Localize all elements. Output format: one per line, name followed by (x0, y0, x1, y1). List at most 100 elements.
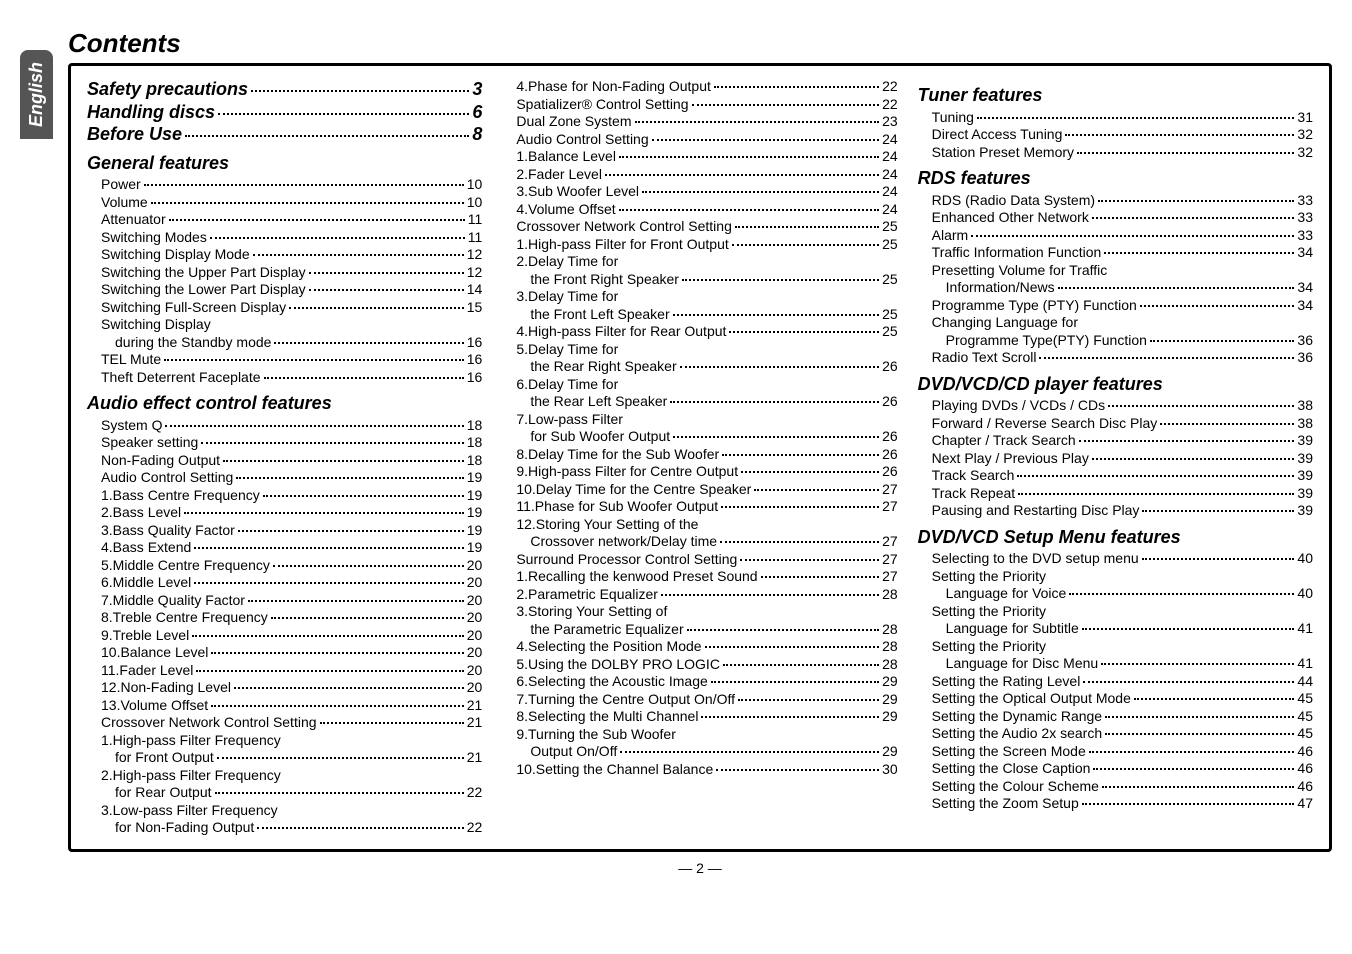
toc-entry-label: Crossover network/Delay time (530, 533, 717, 551)
toc-entry-page: 23 (882, 113, 898, 131)
toc-entry-label: 5.Using the DOLBY PRO LOGIC (516, 656, 720, 674)
toc-entry: Audio Control Setting24 (502, 131, 897, 149)
section-heading-page: 8 (472, 123, 482, 146)
toc-entry-label: Radio Text Scroll (932, 349, 1037, 367)
leader-dots (701, 716, 879, 718)
toc-entry: Crossover Network Control Setting21 (87, 714, 482, 732)
toc-entry: for Rear Output 22 (87, 784, 482, 802)
toc-entry-page: 38 (1297, 397, 1313, 415)
leader-dots (1140, 305, 1295, 307)
toc-entry-label: Crossover Network Control Setting (516, 218, 732, 236)
leader-dots (729, 331, 879, 333)
toc-entry-label: for Rear Output (115, 784, 212, 802)
leader-dots (164, 359, 464, 361)
toc-entry-page: 29 (882, 708, 898, 726)
toc-entry-page: 27 (882, 551, 898, 569)
toc-entry: Setting the Dynamic Range45 (918, 708, 1313, 726)
leader-dots (320, 722, 464, 724)
toc-entry: 11.Phase for Sub Woofer Output27 (502, 498, 897, 516)
leader-dots (273, 565, 464, 567)
section-heading-label: Safety precautions (87, 78, 248, 101)
toc-entry-page: 12 (467, 246, 483, 264)
toc-entry-label: the Front Left Speaker (530, 306, 669, 324)
toc-entry: 13.Volume Offset21 (87, 697, 482, 715)
toc-entry: Forward / Reverse Search Disc Play38 (918, 415, 1313, 433)
toc-entry-label: the Rear Right Speaker (530, 358, 676, 376)
leader-dots (761, 576, 879, 578)
leader-dots (169, 219, 465, 221)
toc-entry: 1.Recalling the kenwood Preset Sound27 (502, 568, 897, 586)
toc-entry: 4.Selecting the Position Mode28 (502, 638, 897, 656)
leader-dots (1104, 252, 1294, 254)
toc-entry-page: 24 (882, 201, 898, 219)
leader-dots (192, 635, 464, 637)
toc-entry-label: 12.Non-Fading Level (101, 679, 231, 697)
toc-entry-page: 19 (467, 487, 483, 505)
toc-entry: the Front Right Speaker25 (502, 271, 897, 289)
toc-entry-page: 20 (467, 609, 483, 627)
toc-entry-label: for Non-Fading Output (115, 819, 254, 837)
toc-entry: 5.Middle Centre Frequency20 (87, 557, 482, 575)
toc-entry-label: Alarm (932, 227, 969, 245)
leader-dots (257, 827, 463, 829)
toc-entry-label: Track Repeat (932, 485, 1016, 503)
toc-entry-label: Attenuator (101, 211, 166, 229)
leader-dots (661, 594, 879, 596)
toc-entry-page: 31 (1297, 109, 1313, 127)
leader-dots (1108, 405, 1294, 407)
toc-entry-page: 36 (1297, 332, 1313, 350)
toc-entry-page: 18 (467, 434, 483, 452)
toc-entry-label: Non-Fading Output (101, 452, 220, 470)
leader-dots (185, 135, 469, 137)
leader-dots (1134, 698, 1295, 700)
leader-dots (264, 377, 464, 379)
toc-entry: Pausing and Restarting Disc Play39 (918, 502, 1313, 520)
toc-entry-page: 39 (1297, 485, 1313, 503)
leader-dots (635, 121, 880, 123)
toc-entry-label: System Q (101, 417, 162, 435)
toc-entry-page: 38 (1297, 415, 1313, 433)
toc-entry-label: Setting the Zoom Setup (932, 795, 1079, 813)
main-area: Contents Safety precautions3Handling dis… (68, 20, 1332, 876)
leader-dots (722, 454, 879, 456)
toc-entry-page: 19 (467, 504, 483, 522)
toc-entry-label: TEL Mute (101, 351, 161, 369)
toc-entry-label: 1.Recalling the kenwood Preset Sound (516, 568, 757, 586)
section-heading-page: 6 (472, 101, 482, 124)
leader-dots (1089, 751, 1295, 753)
toc-entry: Setting the Zoom Setup 47 (918, 795, 1313, 813)
section-heading: Tuner features (918, 78, 1313, 109)
toc-entry-page: 28 (882, 656, 898, 674)
toc-entry: Track Search39 (918, 467, 1313, 485)
toc-entry-label: 1.Bass Centre Frequency (101, 487, 260, 505)
manual-page: English Contents Safety precautions3Hand… (20, 20, 1332, 876)
toc-entry-page: 26 (882, 393, 898, 411)
toc-entry-label: Surround Processor Control Setting (516, 551, 737, 569)
toc-entry-label: Power (101, 176, 141, 194)
leader-dots (236, 477, 463, 479)
toc-entry: Switching the Upper Part Display12 (87, 264, 482, 282)
toc-entry: Non-Fading Output18 (87, 452, 482, 470)
toc-entry-label: during the Standby mode (115, 334, 271, 352)
leader-dots (1142, 510, 1294, 512)
toc-entry-page: 33 (1297, 227, 1313, 245)
contents-box: Safety precautions3Handling discs6Before… (68, 63, 1332, 852)
toc-entry-page: 47 (1297, 795, 1313, 813)
toc-entry-page: 22 (467, 784, 483, 802)
leader-dots (740, 559, 879, 561)
toc-entry-page: 34 (1297, 279, 1313, 297)
toc-entry-page: 40 (1297, 585, 1313, 603)
toc-entry: 10.Setting the Channel Balance30 (502, 761, 897, 779)
leader-dots (720, 541, 879, 543)
leader-dots (1065, 134, 1294, 136)
toc-entry-continuation: Setting the Priority (918, 603, 1313, 621)
leader-dots (1098, 200, 1294, 202)
toc-entry-label: 1.Balance Level (516, 148, 616, 166)
leader-dots (1082, 803, 1295, 805)
toc-entry: during the Standby mode16 (87, 334, 482, 352)
toc-entry-page: 20 (467, 574, 483, 592)
toc-entry: the Rear Left Speaker26 (502, 393, 897, 411)
toc-column: Tuner featuresTuning31Direct Access Tuni… (918, 78, 1313, 837)
leader-dots (1102, 786, 1294, 788)
toc-entry-label: 9.Treble Level (101, 627, 189, 645)
